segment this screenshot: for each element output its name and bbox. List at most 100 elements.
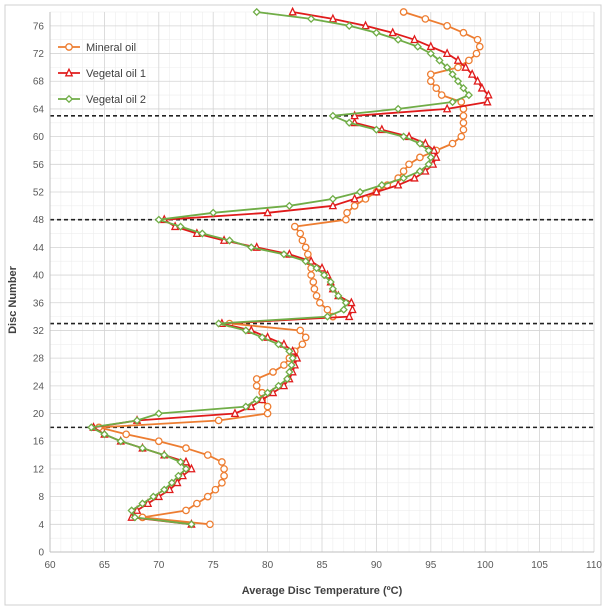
data-point-mineral-oil <box>310 285 319 293</box>
data-point-mineral-oil <box>182 506 190 515</box>
data-point-vegetal-oil-2 <box>288 354 297 363</box>
data-point-mineral-oil <box>280 361 288 369</box>
data-point-mineral-oil <box>323 305 332 314</box>
data-point-vegetal-oil-2 <box>301 257 310 266</box>
legend-swatch-marker <box>64 94 74 104</box>
data-point-vegetal-oil-1 <box>461 62 470 71</box>
data-point-mineral-oil <box>301 243 310 252</box>
data-point-vegetal-oil-1 <box>350 110 359 120</box>
data-point-vegetal-oil-2 <box>187 520 196 529</box>
data-point-mineral-oil <box>218 458 226 466</box>
data-point-mineral-oil <box>220 465 228 473</box>
data-point-mineral-oil <box>454 63 462 72</box>
x-tick-label: 65 <box>99 560 111 571</box>
data-point-vegetal-oil-1 <box>442 48 452 57</box>
data-point-vegetal-oil-1 <box>484 89 493 99</box>
data-point-vegetal-oil-2 <box>160 485 169 494</box>
data-point-vegetal-oil-1 <box>143 498 153 507</box>
y-tick-label: 0 <box>38 548 44 559</box>
data-point-vegetal-oil-2 <box>176 457 185 467</box>
data-point-mineral-oil <box>312 291 321 300</box>
data-point-vegetal-oil-1 <box>453 55 463 64</box>
data-point-vegetal-oil-2 <box>399 174 408 183</box>
data-point-vegetal-oil-2 <box>209 208 218 217</box>
data-point-vegetal-oil-2 <box>138 499 147 508</box>
data-point-mineral-oil <box>211 485 220 494</box>
data-point-vegetal-oil-1 <box>361 20 370 30</box>
y-tick-label: 32 <box>33 326 45 337</box>
x-tick-label: 70 <box>153 560 165 571</box>
data-point-mineral-oil <box>203 451 212 459</box>
data-point-mineral-oil <box>218 478 226 487</box>
data-point-vegetal-oil-2 <box>149 492 158 501</box>
data-point-vegetal-oil-1 <box>372 186 381 196</box>
x-axis-title: Average Disc Temperature (ºC) <box>242 585 403 597</box>
data-point-mineral-oil <box>472 49 481 58</box>
y-tick-label: 28 <box>33 354 45 365</box>
data-point-mineral-oil <box>437 91 446 99</box>
data-point-mineral-oil <box>399 167 408 176</box>
data-point-vegetal-oil-2 <box>87 423 96 432</box>
data-point-vegetal-oil-2 <box>252 395 261 404</box>
data-point-vegetal-oil-2 <box>320 270 329 280</box>
data-point-mineral-oil <box>309 278 318 286</box>
data-point-vegetal-oil-2 <box>377 180 386 190</box>
series-vegetal-oil-2 <box>87 7 473 529</box>
data-point-vegetal-oil-1 <box>279 380 289 390</box>
data-point-vegetal-oil-1 <box>154 491 164 501</box>
legend-swatch-marker <box>64 67 74 77</box>
data-point-vegetal-oil-2 <box>160 450 169 460</box>
data-point-vegetal-oil-2 <box>399 132 408 141</box>
data-point-mineral-oil <box>416 153 424 162</box>
data-point-vegetal-oil-2 <box>328 284 337 294</box>
data-point-vegetal-oil-1 <box>181 456 191 466</box>
data-point-mineral-oil <box>298 236 307 245</box>
data-point-vegetal-oil-2 <box>274 381 283 390</box>
data-point-vegetal-oil-2 <box>287 360 296 370</box>
series-layer <box>87 6 493 529</box>
data-point-mineral-oil <box>252 381 261 390</box>
data-point-vegetal-oil-1 <box>328 200 338 210</box>
data-point-vegetal-oil-1 <box>328 13 338 23</box>
legend-label: Vegetal oil 1 <box>86 68 146 80</box>
data-point-vegetal-oil-2 <box>453 77 463 86</box>
data-point-vegetal-oil-1 <box>263 207 272 217</box>
data-point-mineral-oil <box>443 21 451 30</box>
legend-swatch-marker <box>65 43 73 51</box>
data-point-vegetal-oil-2 <box>127 506 136 515</box>
data-point-vegetal-oil-2 <box>372 125 381 134</box>
y-tick-label: 12 <box>33 464 45 475</box>
data-point-mineral-oil <box>203 492 212 501</box>
y-tick-label: 20 <box>33 409 45 420</box>
data-point-vegetal-oil-2 <box>372 28 381 37</box>
data-point-vegetal-oil-1 <box>393 179 403 189</box>
y-tick-label: 48 <box>33 215 45 226</box>
y-tick-label: 56 <box>33 160 45 171</box>
data-point-mineral-oil <box>432 84 441 93</box>
data-point-vegetal-oil-1 <box>317 262 327 272</box>
data-point-vegetal-oil-2 <box>443 63 452 72</box>
data-point-vegetal-oil-1 <box>432 152 441 161</box>
data-point-mineral-oil <box>193 499 201 508</box>
data-point-vegetal-oil-2 <box>448 97 457 107</box>
data-point-mineral-oil <box>263 409 272 418</box>
data-point-vegetal-oil-1 <box>165 484 174 494</box>
series-mineral-oil <box>95 8 484 529</box>
data-point-vegetal-oil-2 <box>345 21 354 30</box>
data-point-mineral-oil <box>206 520 214 529</box>
y-tick-label: 36 <box>33 298 45 309</box>
x-tick-label: 90 <box>371 560 383 571</box>
y-tick-label: 40 <box>33 271 45 282</box>
reference-lines <box>50 115 596 429</box>
y-tick-label: 72 <box>33 49 45 60</box>
data-point-vegetal-oil-1 <box>288 6 297 16</box>
data-point-vegetal-oil-2 <box>464 90 473 100</box>
data-point-mineral-oil <box>315 298 324 307</box>
y-tick-label: 52 <box>33 188 45 199</box>
data-point-vegetal-oil-2 <box>459 84 468 93</box>
data-point-vegetal-oil-2 <box>241 402 250 411</box>
data-point-vegetal-oil-2 <box>285 347 294 356</box>
data-point-vegetal-oil-2 <box>355 187 365 197</box>
data-point-mineral-oil <box>301 333 310 342</box>
